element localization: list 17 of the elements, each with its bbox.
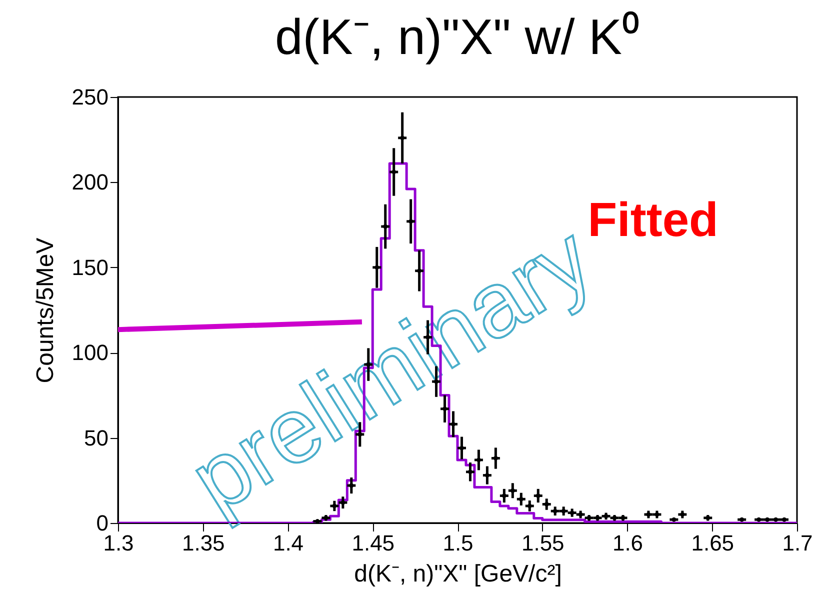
y-tick-label: 200 — [72, 170, 108, 195]
annotation: Fitted — [588, 194, 718, 247]
x-tick-label: 1.4 — [272, 530, 304, 556]
x-tick-label: 1.65 — [691, 530, 734, 556]
y-tick-label: 250 — [72, 84, 108, 110]
chart-title: d(K⁻, n)"X" w/ K⁰ — [274, 9, 640, 65]
y-axis-title: Counts/5MeV — [32, 238, 59, 384]
x-axis-title: d(K⁻, n)"X" [GeV/c²] — [354, 560, 562, 588]
x-tick-label: 1.6 — [612, 530, 644, 556]
x-tick-label: 1.5 — [442, 530, 474, 556]
y-tick-label: 100 — [72, 340, 108, 366]
x-tick-label: 1.45 — [352, 530, 395, 556]
y-tick-label: 50 — [84, 425, 108, 450]
x-tick-label: 1.7 — [782, 530, 813, 556]
y-tick-label: 150 — [72, 254, 108, 280]
x-tick-label: 1.55 — [521, 530, 564, 556]
x-tick-label: 1.35 — [182, 530, 225, 556]
